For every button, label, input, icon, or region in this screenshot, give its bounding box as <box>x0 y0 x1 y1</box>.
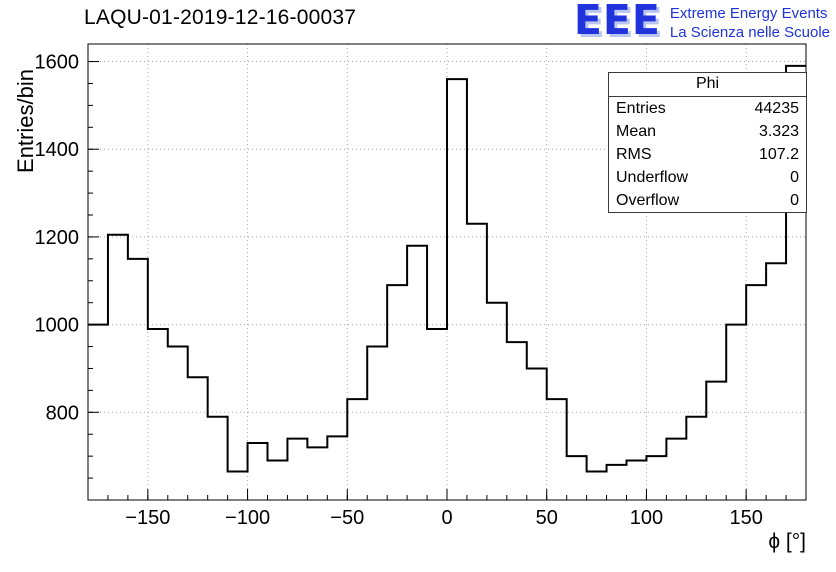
y-tick-labels: 800 1000 1200 1400 1600 <box>35 52 80 425</box>
stats-value: 3.323 <box>758 123 799 140</box>
svg-text:1400: 1400 <box>35 139 80 161</box>
eee-logo-line1: Extreme Energy Events <box>669 5 828 22</box>
stats-title: Phi <box>609 73 806 97</box>
stats-label: RMS <box>616 146 652 163</box>
plot-title: LAQU-01-2019-12-16-00037 <box>84 6 357 29</box>
svg-text:−100: −100 <box>225 507 270 529</box>
eee-logo: EEE Extreme Energy Events La Scienza nel… <box>573 0 830 44</box>
svg-text:−150: −150 <box>125 507 170 529</box>
svg-text:1600: 1600 <box>35 52 80 74</box>
stats-row-overflow: Overflow 0 <box>609 189 806 212</box>
svg-text:50: 50 <box>536 507 558 529</box>
svg-text:800: 800 <box>46 402 79 424</box>
plot-frame <box>87 43 807 501</box>
stats-row-mean: Mean 3.323 <box>609 120 806 143</box>
x-axis-label: ϕ [°] <box>768 530 806 553</box>
svg-text:−50: −50 <box>330 507 364 529</box>
stats-label: Entries <box>616 100 666 117</box>
stats-label: Overflow <box>616 192 680 209</box>
eee-logo-line2: La Scienza nelle Scuole <box>669 24 830 41</box>
histogram-line <box>88 64 806 473</box>
stats-value: 44235 <box>754 100 800 117</box>
eee-logo-text: Extreme Energy Events La Scienza nelle S… <box>670 2 830 42</box>
axis-ticks <box>87 61 807 501</box>
eee-logo-acronym: EEE <box>573 0 661 44</box>
stats-value: 0 <box>790 192 799 209</box>
svg-text:150: 150 <box>729 507 762 529</box>
stats-row-rms: RMS 107.2 <box>609 143 806 166</box>
stats-box: Phi Entries 44235 Mean 3.323 RMS 107.2 U… <box>608 72 807 213</box>
svg-text:1200: 1200 <box>35 227 80 249</box>
stats-label: Underflow <box>616 169 689 186</box>
stats-value: 107.2 <box>758 146 799 163</box>
y-axis-label: Entries/bin <box>13 69 38 173</box>
stats-value: 0 <box>790 169 799 186</box>
x-tick-labels: −150 −100 −50 0 50 100 150 <box>125 507 763 529</box>
stats-label: Mean <box>616 123 657 140</box>
svg-text:0: 0 <box>441 507 452 529</box>
svg-text:1000: 1000 <box>35 315 80 337</box>
stats-row-underflow: Underflow 0 <box>609 166 806 189</box>
stats-row-entries: Entries 44235 <box>609 97 806 120</box>
svg-text:100: 100 <box>630 507 663 529</box>
